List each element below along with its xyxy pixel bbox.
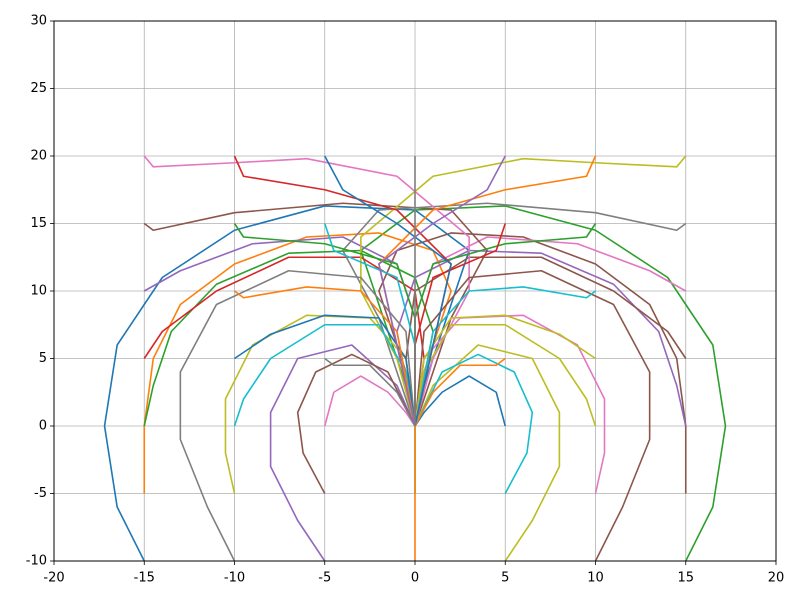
trajectory-line xyxy=(414,314,606,494)
trajectory-line xyxy=(323,375,416,427)
x-tick-label: 5 xyxy=(501,571,509,586)
x-tick-label: -15 xyxy=(134,571,155,586)
trajectory-line xyxy=(414,323,597,427)
y-tick-label: 10 xyxy=(30,284,47,299)
trajectory-line xyxy=(414,286,596,427)
y-tick-label: 15 xyxy=(30,216,47,231)
trajectory-line xyxy=(324,155,452,427)
x-tick-label: 20 xyxy=(768,571,785,586)
trajectory-line xyxy=(143,232,452,494)
trajectory-line xyxy=(296,353,416,494)
lines xyxy=(103,155,727,562)
y-tick-label: 0 xyxy=(39,419,47,434)
x-tick-label: 0 xyxy=(411,571,419,586)
trajectory-line xyxy=(378,232,687,494)
trajectory-line xyxy=(414,375,507,427)
x-tick-label: 10 xyxy=(587,571,604,586)
y-tick-label: -5 xyxy=(34,486,47,501)
x-tick-label: -10 xyxy=(224,571,245,586)
y-tick-label: 20 xyxy=(30,149,47,164)
trajectory-line xyxy=(179,269,416,562)
trajectory-line xyxy=(269,344,416,562)
trajectory-line xyxy=(414,314,596,427)
trajectory-line xyxy=(414,357,506,427)
trajectory-line xyxy=(414,353,534,494)
trajectory-line xyxy=(103,205,470,562)
trajectory-line xyxy=(360,205,727,562)
y-tick-label: 30 xyxy=(30,14,47,29)
trajectory-line xyxy=(233,323,416,427)
trajectory-line xyxy=(143,249,434,427)
trajectory-line xyxy=(396,249,687,427)
trajectory-line xyxy=(378,155,506,427)
trajectory-line xyxy=(234,314,416,427)
trajectory-line xyxy=(324,357,416,427)
x-tick-label: -20 xyxy=(43,571,64,586)
trajectory-line xyxy=(234,286,416,427)
trajectory-line xyxy=(414,269,651,562)
trajectory-line xyxy=(224,314,416,494)
ticks: -20 -15 -10 -5 0 5 10 15 20 -10 -5 0 5 10 15 20 25 30 xyxy=(26,14,785,586)
y-tick-label: 25 xyxy=(30,81,47,96)
y-tick-label: 5 xyxy=(39,351,47,366)
x-tick-label: -5 xyxy=(318,571,331,586)
y-tick-label: -10 xyxy=(26,554,47,569)
x-tick-label: 15 xyxy=(677,571,694,586)
trajectory-line xyxy=(414,344,561,562)
